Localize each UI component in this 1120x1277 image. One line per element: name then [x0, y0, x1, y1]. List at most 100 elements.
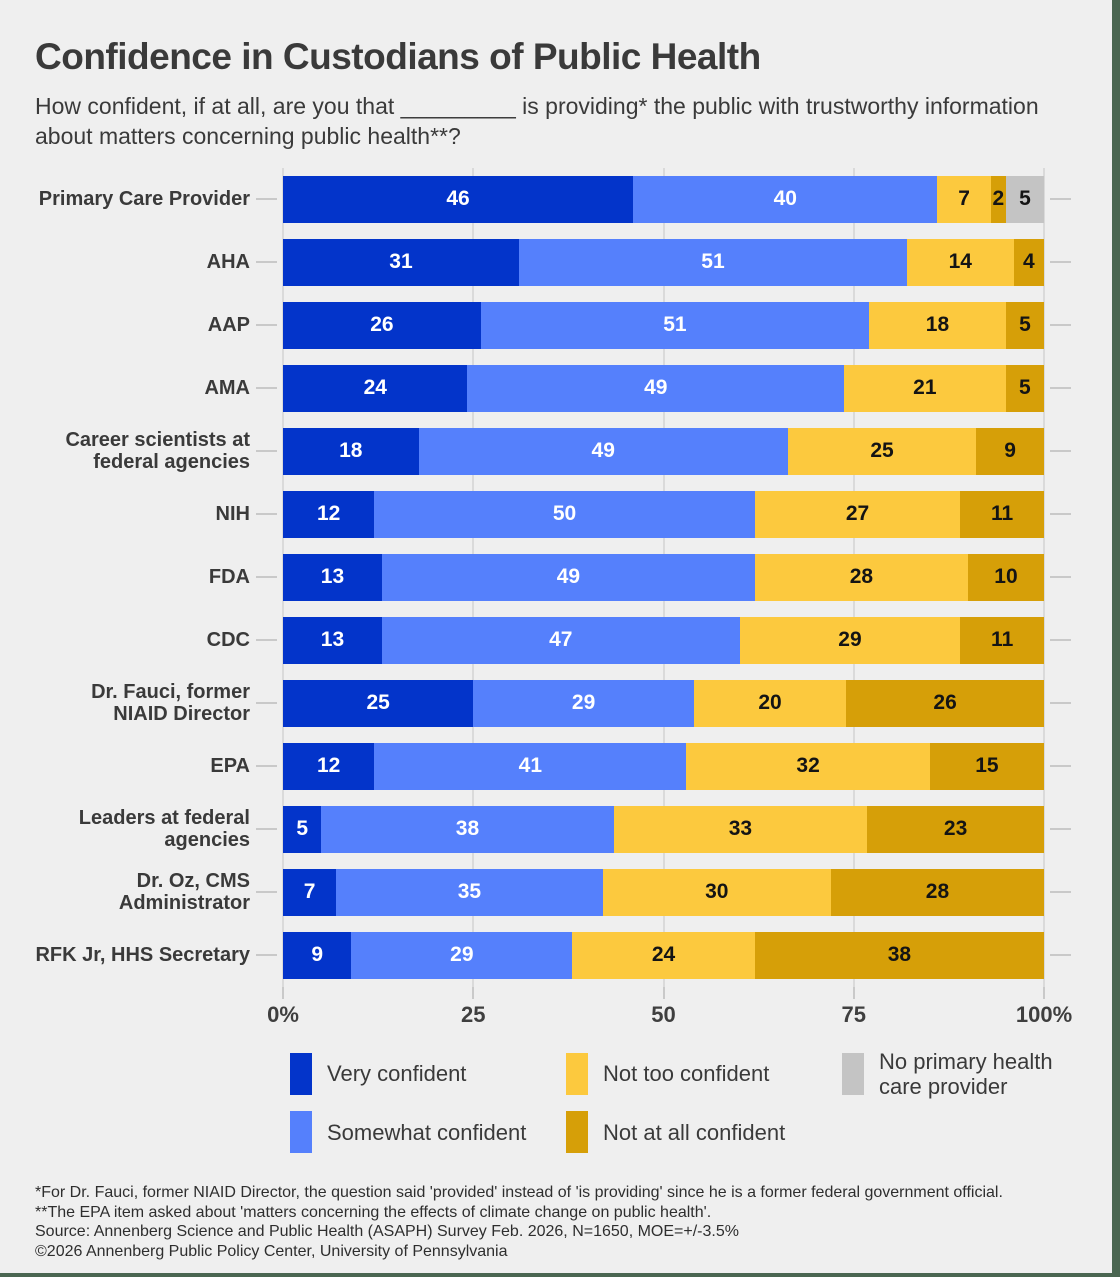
bar-segment: 31: [283, 238, 519, 286]
y-tick-right: [1050, 387, 1071, 390]
category-label: FDA: [208, 566, 250, 589]
bar-segment: 40: [633, 175, 938, 223]
y-tick-right: [1050, 702, 1071, 705]
bar-segment: 47: [381, 616, 740, 664]
bar-segment: 23: [867, 805, 1044, 853]
stacked-bar: 12 41 32 15: [283, 742, 1044, 790]
legend-label: Not too confident: [603, 1061, 770, 1087]
chart-row: AAP 26 51 18 5: [35, 294, 1077, 357]
bar-segment: 13: [283, 553, 382, 601]
page-title: Confidence in Custodians of Public Healt…: [35, 36, 761, 77]
legend-item-not-at-all-confident: Not at all confident: [566, 1111, 842, 1154]
y-tick-left: [256, 639, 277, 642]
bar-segment: 5: [1005, 175, 1044, 223]
stacked-bar: 7 35 30 28: [283, 868, 1044, 916]
bar-value-label: 24: [651, 943, 676, 967]
y-tick-right: [1050, 765, 1071, 768]
bar-segment: 25: [283, 679, 474, 727]
bar-segment: 35: [336, 868, 603, 916]
category-label: AHA: [206, 251, 250, 274]
stacked-bar: 5 38 33 23: [283, 805, 1044, 853]
y-tick-right: [1050, 513, 1071, 516]
bar-value-label: 28: [925, 880, 950, 904]
legend-label: No primary health care provider: [879, 1048, 1053, 1100]
category-label: Dr. Fauci, former NIAID Director: [91, 680, 250, 726]
bar-value-label: 7: [958, 187, 970, 211]
bar-segment: 41: [374, 742, 687, 790]
bar-value-label: 12: [316, 502, 341, 526]
bar-segment: 28: [830, 868, 1044, 916]
bar-segment: 28: [754, 553, 968, 601]
footnote-source: Source: Annenberg Science and Public Hea…: [35, 1223, 739, 1241]
bar-segment: 29: [739, 616, 961, 664]
bar-rows: Primary Care Provider 46 40 7 2 5 AHA 31 51 14 4 AA…: [35, 168, 1077, 987]
bar-value-label: 31: [389, 250, 413, 274]
bar-segment: 49: [418, 427, 788, 475]
stacked-bar: 26 51 18 5: [283, 301, 1044, 349]
bar-segment: 24: [283, 364, 468, 412]
bar-value-label: 20: [758, 691, 782, 715]
bar-segment: 24: [572, 931, 755, 979]
bar-value-label: 41: [518, 754, 542, 778]
category-label: Dr. Oz, CMS Administrator: [118, 869, 250, 915]
bar-value-label: 51: [701, 250, 725, 274]
bar-segment: 30: [602, 868, 831, 916]
bar-segment: 49: [381, 553, 755, 601]
chart-row: Dr. Oz, CMS Administrator 7 35 30 28: [35, 861, 1077, 924]
bar-value-label: 24: [363, 376, 387, 400]
bar-value-label: 40: [773, 187, 797, 211]
chart-row: AHA 31 51 14 4: [35, 231, 1077, 294]
bar-segment: 18: [283, 427, 419, 475]
bar-value-label: 23: [943, 817, 968, 841]
bar-segment: 4: [1013, 238, 1044, 286]
legend-item-very-confident: Very confident: [290, 1053, 566, 1096]
chart-row: AMA 24 49 21 5: [35, 357, 1077, 420]
y-tick-right: [1050, 828, 1071, 831]
bar-segment: 51: [480, 301, 869, 349]
bar-value-label: 9: [311, 943, 324, 967]
bar-value-label: 12: [316, 754, 341, 778]
category-label: RFK Jr, HHS Secretary: [35, 944, 250, 967]
bar-segment: 29: [473, 679, 694, 727]
y-tick-right: [1050, 639, 1071, 642]
category-label: Leaders at federal agencies: [78, 806, 250, 852]
bar-segment: 21: [844, 364, 1006, 412]
y-tick-left: [256, 513, 277, 516]
y-tick-left: [256, 450, 277, 453]
bar-segment: 5: [1005, 364, 1044, 412]
bar-segment: 5: [283, 805, 322, 853]
bar-value-label: 26: [933, 691, 957, 715]
stacked-bar-chart: Primary Care Provider 46 40 7 2 5 AHA 31 51 14 4 AA…: [35, 167, 1077, 1033]
footnote-epa: **The EPA item asked about 'matters conc…: [35, 1203, 712, 1221]
chart-row: Primary Care Provider 46 40 7 2 5: [35, 168, 1077, 231]
bar-value-label: 5: [1018, 376, 1031, 400]
legend-swatch-very-confident: [290, 1053, 312, 1096]
x-tick: [1043, 986, 1045, 999]
legend-swatch-somewhat-confident: [290, 1111, 312, 1154]
bar-value-label: 29: [571, 691, 596, 715]
chart-row: Leaders at federal agencies 5 38 33 23: [35, 798, 1077, 861]
stacked-bar: 25 29 20 26: [283, 679, 1044, 727]
bar-value-label: 13: [320, 565, 345, 589]
bar-segment: 26: [283, 301, 481, 349]
bar-value-label: 11: [991, 502, 1014, 526]
bar-segment: 32: [686, 742, 930, 790]
x-axis: 0% 25 50 75 100%: [35, 986, 1077, 1033]
y-tick-right: [1050, 576, 1071, 579]
legend-swatch-not-at-all-confident: [566, 1111, 588, 1154]
y-tick-left: [256, 261, 277, 264]
bar-value-label: 49: [644, 376, 668, 400]
bar-value-label: 29: [450, 943, 474, 967]
bar-value-label: 2: [992, 187, 1005, 211]
y-tick-left: [256, 702, 277, 705]
footnotes: *For Dr. Fauci, former NIAID Director, t…: [35, 1183, 1077, 1261]
bar-value-label: 11: [991, 628, 1014, 652]
bar-segment: 49: [467, 364, 845, 412]
bar-value-label: 4: [1022, 250, 1035, 274]
bar-segment: 15: [929, 742, 1044, 790]
bar-segment: 7: [937, 175, 991, 223]
bar-segment: 12: [283, 490, 375, 538]
x-tick-label: 0%: [267, 1001, 299, 1027]
bar-value-label: 13: [320, 628, 345, 652]
legend: Very confident Not too confident No prim…: [290, 1049, 1077, 1154]
